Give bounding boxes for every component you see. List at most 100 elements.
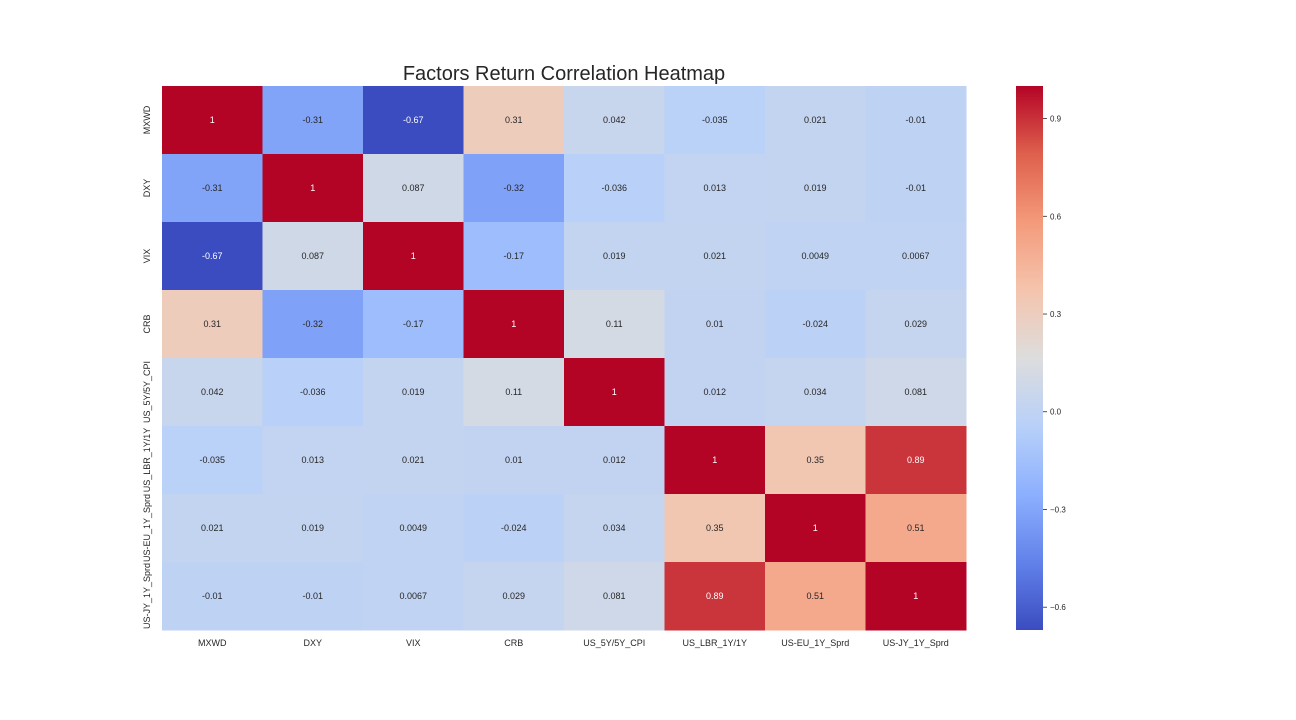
heatmap-cell — [262, 154, 364, 223]
heatmap-cell — [765, 494, 866, 563]
cell-value-label: 0.0049 — [801, 251, 829, 261]
y-tick-label: VIX — [142, 249, 152, 264]
heatmap-cell — [363, 562, 464, 631]
heatmap-cell — [162, 426, 263, 495]
cell-value-label: 0.019 — [402, 387, 425, 397]
cell-value-label: 0.013 — [703, 183, 726, 193]
heatmap-cell — [463, 154, 565, 223]
cell-value-label: -0.17 — [403, 319, 424, 329]
heatmap-cell — [865, 358, 967, 427]
heatmap-cell — [664, 222, 766, 291]
heatmap-cell — [363, 358, 464, 427]
heatmap-cell — [363, 154, 464, 223]
cell-value-label: 1 — [210, 115, 215, 125]
x-tick-label: US_LBR_1Y/1Y — [682, 638, 747, 648]
heatmap-cell — [564, 426, 665, 495]
heatmap-cell — [564, 222, 665, 291]
heatmap-cell — [865, 86, 967, 155]
y-tick-label: CRB — [142, 314, 152, 333]
cell-value-label: 0.31 — [203, 319, 221, 329]
y-tick-label: DXY — [142, 179, 152, 198]
cell-value-label: 1 — [813, 523, 818, 533]
heatmap-cell — [564, 494, 665, 563]
cell-value-label: -0.31 — [302, 115, 323, 125]
y-tick-label: US_LBR_1Y/1Y — [142, 428, 152, 493]
cell-value-label: -0.036 — [300, 387, 326, 397]
cell-value-label: 0.012 — [703, 387, 726, 397]
cell-value-label: 0.013 — [301, 455, 324, 465]
heatmap-cell — [765, 290, 866, 359]
cell-value-label: 0.35 — [806, 455, 824, 465]
heatmap-cell — [463, 290, 565, 359]
cell-value-label: 0.51 — [907, 523, 925, 533]
cell-value-label: 0.021 — [703, 251, 726, 261]
heatmap-cell — [262, 222, 364, 291]
colorbar-tick-label: −0.3 — [1050, 505, 1066, 514]
heatmap-cell — [162, 494, 263, 563]
x-axis-tick-labels: MXWD DXY VIX CRB US_5Y/5Y_CPI US_LBR_1Y/1Y US-… — [198, 638, 949, 648]
cell-value-label: -0.01 — [302, 591, 323, 601]
heatmap-cell — [363, 494, 464, 563]
heatmap-cell — [664, 494, 766, 563]
cell-value-label: -0.035 — [199, 455, 225, 465]
y-tick-label: US-EU_1Y_Sprd — [142, 494, 152, 562]
chart-title: Factors Return Correlation Heatmap — [403, 63, 725, 85]
cell-value-label: -0.01 — [905, 183, 926, 193]
heatmap-cell — [865, 222, 967, 291]
cell-value-label: 0.51 — [806, 591, 824, 601]
cell-value-label: 0.11 — [606, 319, 623, 329]
cell-value-label: -0.01 — [905, 115, 926, 125]
heatmap-cell — [262, 426, 364, 495]
cell-value-label: -0.31 — [202, 183, 223, 193]
heatmap-cell — [765, 154, 866, 223]
cell-value-label: 0.31 — [505, 115, 523, 125]
cell-value-label: 0.029 — [904, 319, 927, 329]
heatmap-cell — [363, 290, 464, 359]
heatmap-cell — [162, 562, 263, 631]
heatmap-cell — [463, 562, 565, 631]
cell-value-label: 0.019 — [804, 183, 827, 193]
cell-value-label: -0.024 — [802, 319, 828, 329]
cell-value-label: 1 — [913, 591, 918, 601]
heatmap-cell — [865, 154, 967, 223]
cell-value-label: 1 — [411, 251, 416, 261]
heatmap-cell — [162, 290, 263, 359]
x-tick-label: CRB — [504, 638, 523, 648]
heatmap-cell — [363, 222, 464, 291]
colorbar-tick-label: 0.9 — [1050, 115, 1062, 124]
heatmap-cell — [262, 358, 364, 427]
x-tick-label: MXWD — [198, 638, 227, 648]
heatmap-cell — [363, 426, 464, 495]
x-tick-label: VIX — [406, 638, 421, 648]
heatmap-cell — [765, 222, 866, 291]
cell-value-label: 0.021 — [201, 523, 224, 533]
cell-value-label: 0.0067 — [399, 591, 427, 601]
cell-value-label: 1 — [612, 387, 617, 397]
cell-value-label: 0.034 — [603, 523, 626, 533]
cell-value-label: 0.081 — [603, 591, 626, 601]
cell-value-label: -0.035 — [702, 115, 728, 125]
y-axis-tick-labels: MXWDDXYVIXCRBUS_5Y/5Y_CPIUS_LBR_1Y/1YUS-… — [142, 105, 152, 629]
heatmap-cell — [363, 86, 464, 155]
heatmap-cell — [765, 358, 866, 427]
heatmap-cell — [865, 494, 967, 563]
cell-value-label: -0.32 — [503, 183, 524, 193]
cell-value-label: -0.036 — [601, 183, 627, 193]
x-tick-label: DXY — [303, 638, 322, 648]
heatmap-cell — [664, 562, 766, 631]
heatmap-cell — [765, 562, 866, 631]
y-tick-label: US_5Y/5Y_CPI — [142, 361, 152, 423]
cell-value-label: 0.034 — [804, 387, 827, 397]
heatmap-cell — [162, 86, 263, 155]
x-tick-label: US-EU_1Y_Sprd — [781, 638, 849, 648]
heatmap-cell — [262, 494, 364, 563]
cell-value-label: 0.89 — [706, 591, 724, 601]
heatmap-cell — [865, 426, 967, 495]
cell-value-label: 0.01 — [706, 319, 724, 329]
cell-value-label: -0.32 — [302, 319, 323, 329]
heatmap-cell — [765, 86, 866, 155]
cell-value-label: 0.0049 — [399, 523, 427, 533]
cell-value-label: 0.019 — [603, 251, 626, 261]
heatmap-cell — [564, 358, 665, 427]
